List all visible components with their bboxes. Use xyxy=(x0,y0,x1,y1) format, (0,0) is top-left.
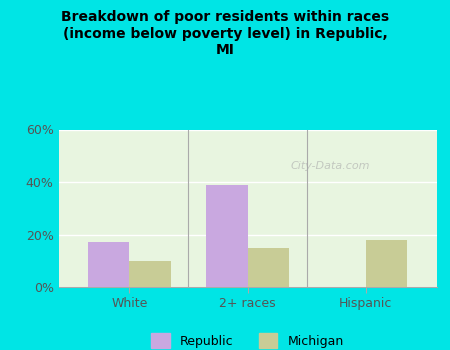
Text: Breakdown of poor residents within races
(income below poverty level) in Republi: Breakdown of poor residents within races… xyxy=(61,10,389,57)
Bar xyxy=(365,240,407,287)
Bar xyxy=(248,248,289,287)
Text: City-Data.com: City-Data.com xyxy=(291,161,370,171)
Bar xyxy=(130,261,171,287)
Bar xyxy=(206,185,248,287)
Bar xyxy=(88,242,130,287)
Legend: Republic, Michigan: Republic, Michigan xyxy=(146,328,349,350)
